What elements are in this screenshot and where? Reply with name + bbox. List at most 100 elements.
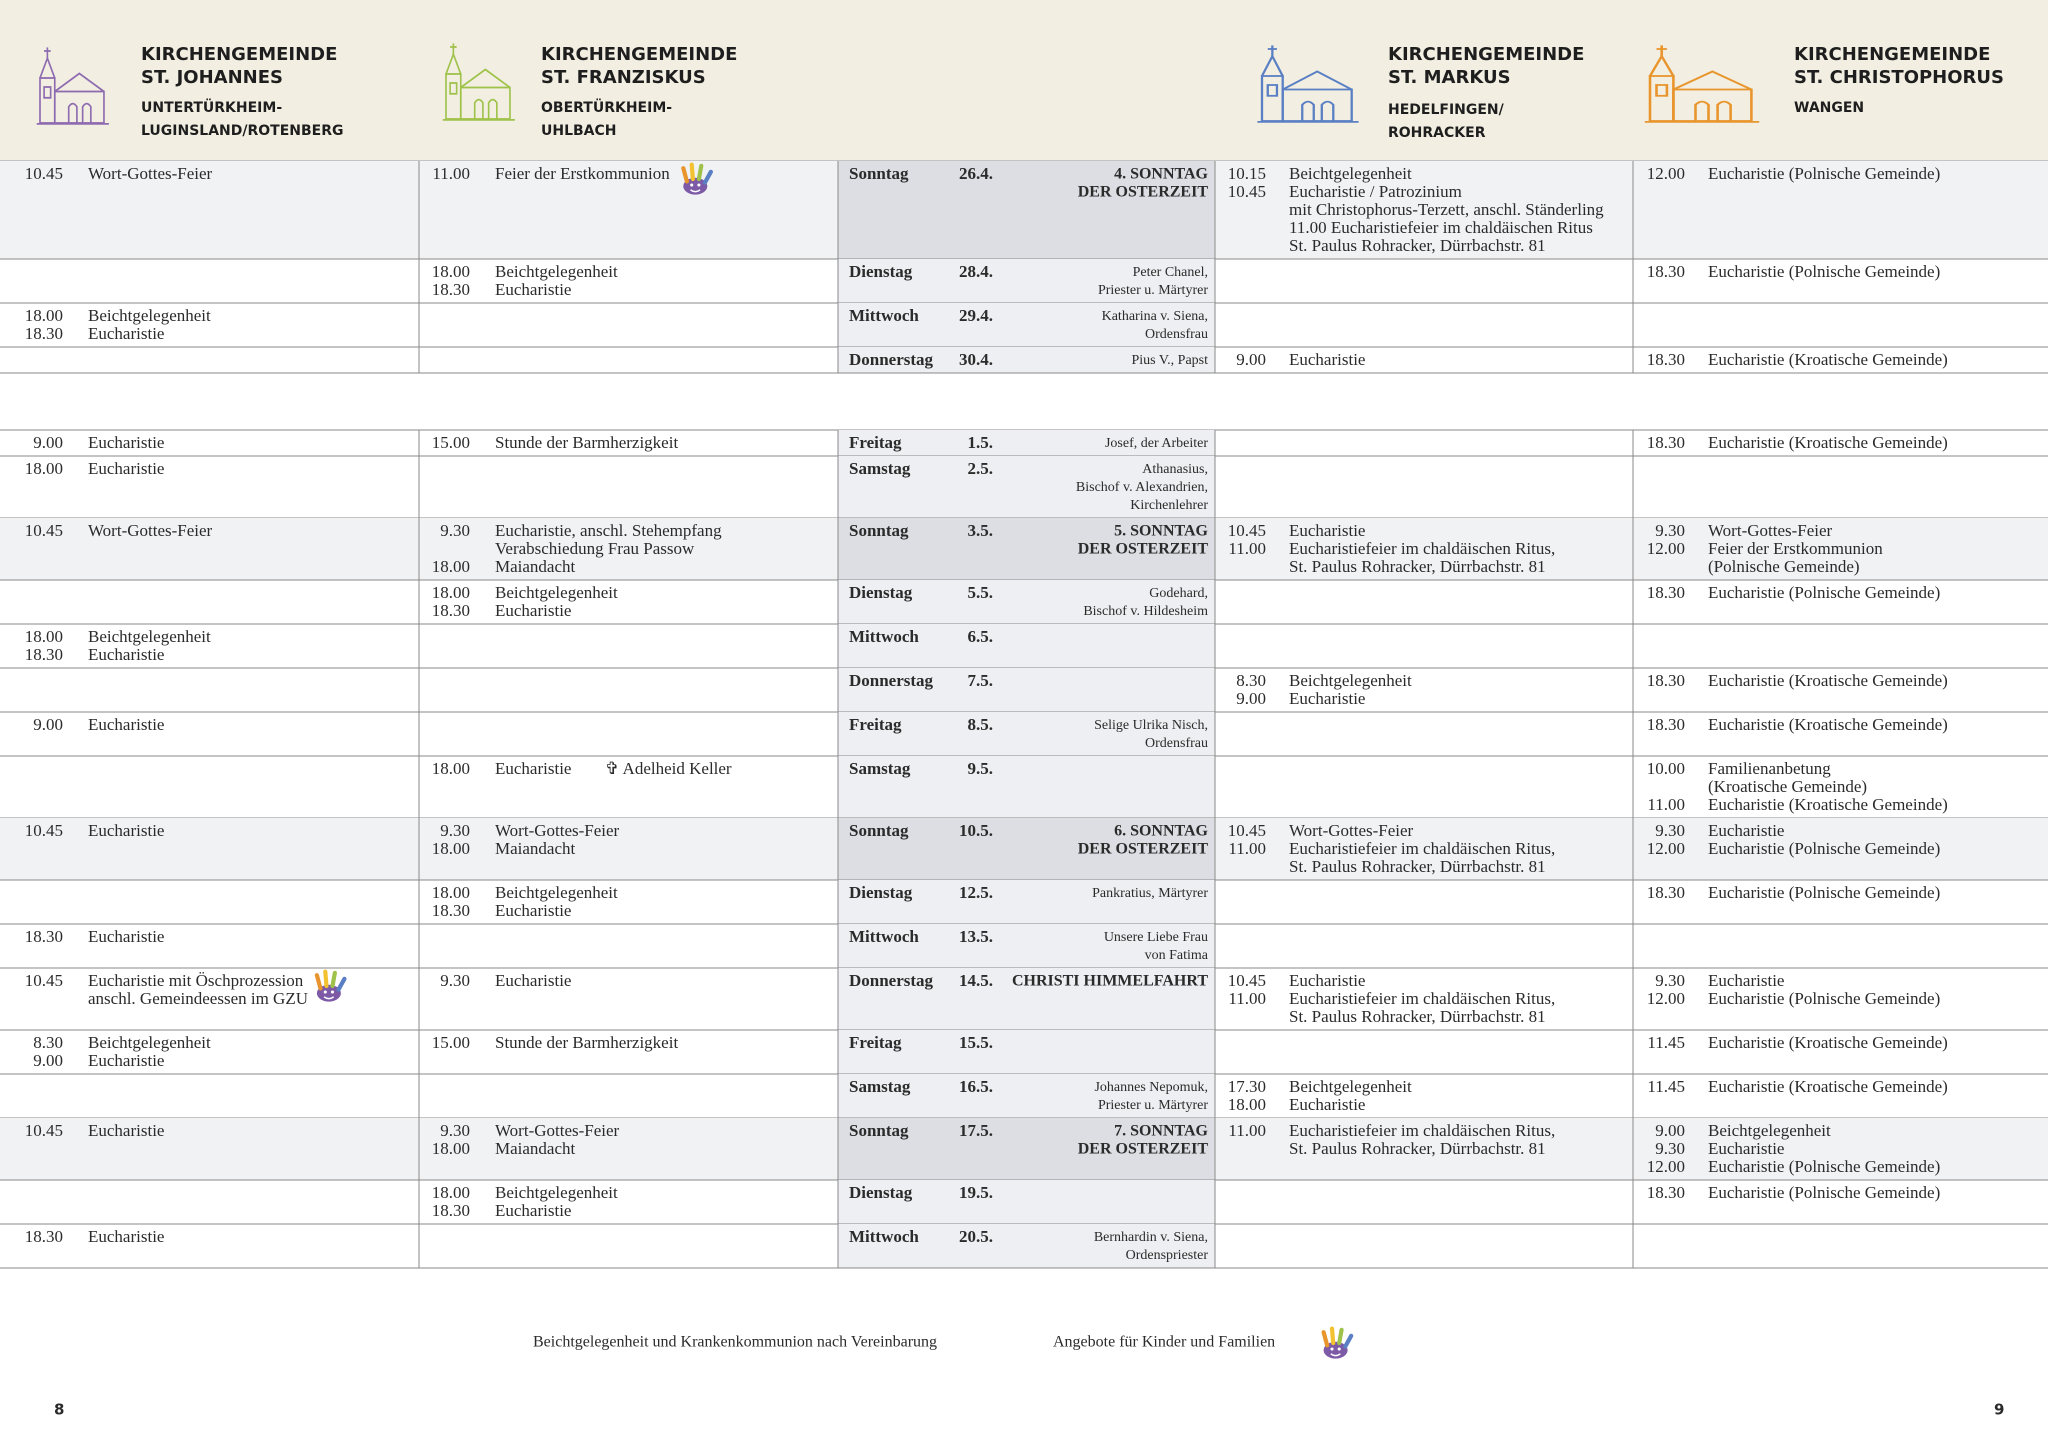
day-cell (838, 1180, 1215, 1224)
day-cell (838, 1074, 1215, 1118)
service: Eucharistie (Polnische Gemeinde) (1708, 883, 1940, 902)
service: Eucharistie (88, 715, 164, 734)
time: 18.00 (1228, 1095, 1266, 1114)
feast: von Fatima (1145, 948, 1209, 963)
day-cell (838, 456, 1215, 518)
service: St. Paulus Rohracker, Dürrbachstr. 81 (1289, 236, 1546, 255)
footer-kids-legend: Angebote für Kinder und Familien (1053, 1334, 1275, 1351)
service: Eucharistie (1708, 971, 1784, 990)
time: 10.15 (1228, 164, 1266, 183)
time: 18.30 (1647, 433, 1685, 452)
time: 18.30 (1647, 715, 1685, 734)
time: 12.00 (1647, 989, 1685, 1008)
time: 18.30 (1647, 1183, 1685, 1202)
date: 10.5. (959, 821, 993, 840)
day-cell (838, 756, 1215, 818)
service: Eucharistie (Kroatische Gemeinde) (1708, 1033, 1948, 1052)
service: Eucharistie (1289, 350, 1365, 369)
service: Eucharistie mit Öschprozession (88, 971, 304, 990)
time: 18.30 (432, 901, 470, 920)
time: 9.30 (440, 971, 470, 990)
date: 17.5. (959, 1121, 993, 1140)
service: Eucharistie (Polnische Gemeinde) (1708, 1157, 1940, 1176)
time: 9.00 (1236, 689, 1266, 708)
time: 18.30 (1647, 671, 1685, 690)
service: Eucharistie (Kroatische Gemeinde) (1708, 1077, 1948, 1096)
feast: CHRISTI HIMMELFAHRT (1012, 973, 1208, 990)
parish-area: UHLBACH (541, 123, 617, 139)
kids-icon (317, 972, 345, 1002)
service: Eucharistie (88, 324, 164, 343)
day-cell (838, 303, 1215, 347)
time: 18.30 (25, 1227, 63, 1246)
service: Eucharistie (Kroatische Gemeinde) (1708, 715, 1948, 734)
header-band (0, 0, 2048, 160)
service: St. Paulus Rohracker, Dürrbachstr. 81 (1289, 1139, 1546, 1158)
service: Eucharistie (495, 901, 571, 920)
feast: Bernhardin v. Siena, (1094, 1230, 1208, 1245)
time: 18.00 (432, 839, 470, 858)
feast: 4. SONNTAG (1114, 166, 1208, 183)
service: Eucharistiefeier im chaldäischen Ritus, (1289, 989, 1555, 1008)
time: 18.30 (25, 927, 63, 946)
service: Stunde der Barmherzigkeit (495, 433, 678, 452)
time: 9.30 (1655, 971, 1685, 990)
parish-name: ST. JOHANNES (141, 67, 283, 88)
service: Wort-Gottes-Feier (495, 821, 620, 840)
day-cell (838, 518, 1215, 580)
time: 11.00 (1228, 839, 1266, 858)
time: 15.00 (432, 1033, 470, 1052)
date: 12.5. (959, 883, 993, 902)
date: 8.5. (968, 715, 994, 734)
parish-line1: KIRCHENGEMEINDE (141, 44, 337, 65)
time: 10.45 (25, 971, 63, 990)
time: 11.45 (1647, 1077, 1685, 1096)
parish-line1: KIRCHENGEMEINDE (1388, 44, 1584, 65)
service: Eucharistie (495, 280, 571, 299)
time: 18.00 (25, 306, 63, 325)
weekday: Samstag (849, 459, 911, 478)
time: 9.00 (1236, 350, 1266, 369)
time: 12.00 (1647, 164, 1685, 183)
day-cell (838, 880, 1215, 924)
service: St. Paulus Rohracker, Dürrbachstr. 81 (1289, 557, 1546, 576)
time: 11.00 (1228, 539, 1266, 558)
weekday: Dienstag (849, 883, 913, 902)
weekday: Samstag (849, 759, 911, 778)
date: 15.5. (959, 1033, 993, 1052)
time: 18.00 (432, 883, 470, 902)
date: 26.4. (959, 164, 993, 183)
time: 18.00 (25, 627, 63, 646)
feast: Ordenspriester (1126, 1248, 1209, 1263)
service: Maiandacht (495, 839, 576, 858)
feast: Athanasius, (1142, 462, 1208, 477)
feast: Kirchenlehrer (1130, 498, 1208, 513)
time: 10.45 (25, 164, 63, 183)
service: Eucharistie (88, 1121, 164, 1140)
day-cell (838, 712, 1215, 756)
parish-header: KIRCHENGEMEINDE ST. CHRISTOPHORUS WANGEN (1794, 44, 2004, 116)
feast: Priester u. Märtyrer (1098, 1098, 1208, 1113)
time: 18.30 (25, 324, 63, 343)
service: Verabschiedung Frau Passow (495, 539, 695, 558)
time: 18.30 (25, 645, 63, 664)
service: Wort-Gottes-Feier (88, 521, 213, 540)
service: Eucharistie (88, 433, 164, 452)
parish-area: OBERTÜRKHEIM- (541, 98, 672, 116)
parish-name: ST. FRANZISKUS (541, 67, 706, 88)
date: 3.5. (968, 521, 994, 540)
time: 9.00 (33, 715, 63, 734)
time: 9.30 (440, 821, 470, 840)
day-cell (838, 161, 1215, 259)
parish-header: KIRCHENGEMEINDE ST. MARKUS HEDELFINGEN/ … (1388, 44, 1584, 141)
feast: Priester u. Märtyrer (1098, 283, 1208, 298)
service: Eucharistiefeier im chaldäischen Ritus, (1289, 839, 1555, 858)
service: Eucharistie (88, 927, 164, 946)
time: 18.30 (432, 1201, 470, 1220)
weekday: Dienstag (849, 583, 913, 602)
time: 18.00 (432, 262, 470, 281)
service: Eucharistie (495, 601, 571, 620)
footer-note: Beichtgelegenheit und Krankenkommunion n… (533, 1334, 937, 1351)
service: Eucharistie (1708, 821, 1784, 840)
